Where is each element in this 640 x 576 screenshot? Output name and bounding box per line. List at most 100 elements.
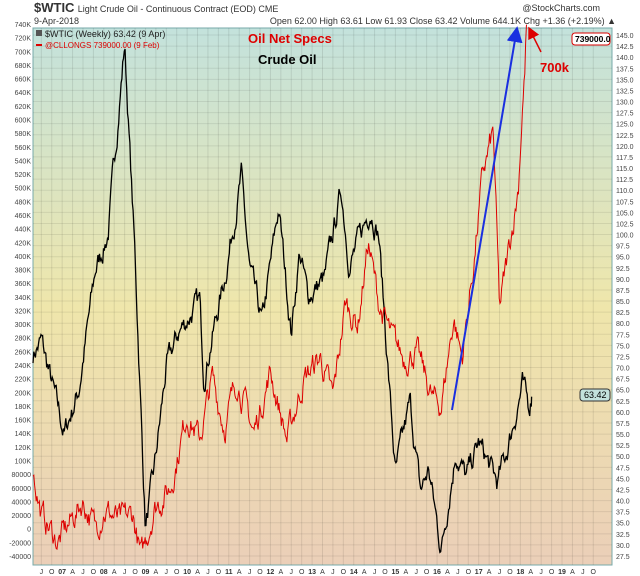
right-tick-label: 52.5 bbox=[616, 443, 630, 450]
right-tick-label: 140.0 bbox=[616, 55, 634, 62]
right-tick-label: 125.0 bbox=[616, 122, 634, 129]
x-tick-label: A bbox=[70, 569, 75, 576]
right-tick-label: 110.0 bbox=[616, 188, 633, 195]
x-tick-label: A bbox=[487, 569, 492, 576]
right-tick-label: 130.0 bbox=[616, 100, 634, 107]
x-tick-label: A bbox=[195, 569, 200, 576]
crude-oil-price-line bbox=[32, 48, 533, 554]
x-tick-label: A bbox=[320, 569, 325, 576]
x-tick-label: O bbox=[91, 569, 97, 576]
legend-longs: @CLLONGS 739000.00 (9 Feb) bbox=[45, 41, 160, 50]
x-tick-label: 08 bbox=[100, 569, 108, 576]
left-tick-label: 420K bbox=[15, 240, 32, 247]
right-tick-label: 67.5 bbox=[616, 377, 630, 384]
x-tick-label: A bbox=[279, 569, 284, 576]
left-tick-label: 260K bbox=[15, 349, 32, 356]
left-tick-label: 660K bbox=[15, 77, 32, 84]
left-tick-label: 580K bbox=[15, 131, 32, 138]
x-tick-label: J bbox=[498, 569, 502, 576]
left-tick-label: 340K bbox=[15, 295, 32, 302]
x-tick-label: O bbox=[549, 569, 555, 576]
right-tick-label: 115.0 bbox=[616, 166, 633, 173]
x-tick-label: O bbox=[424, 569, 430, 576]
left-tick-label: 600K bbox=[15, 117, 32, 124]
x-tick-label: O bbox=[299, 569, 305, 576]
x-tick-label: 10 bbox=[183, 569, 191, 576]
right-tick-label: 62.5 bbox=[616, 399, 630, 406]
x-tick-label: O bbox=[341, 569, 347, 576]
legend-wtic: $WTIC (Weekly) 63.42 (9 Apr) bbox=[45, 29, 165, 39]
x-tick-label: O bbox=[132, 569, 138, 576]
right-tick-label: 135.0 bbox=[616, 77, 634, 84]
left-axis: 740K 720K 700K 680K 660K 640K 620K 600K 580K 560K… bbox=[9, 22, 31, 561]
right-tick-label: 122.5 bbox=[616, 133, 634, 140]
right-tick-label: 95.0 bbox=[616, 255, 630, 262]
left-tick-label: 120K bbox=[15, 445, 32, 452]
x-tick-label: J bbox=[373, 569, 377, 576]
right-tick-label: 32.5 bbox=[616, 532, 630, 539]
right-tick-label: 85.0 bbox=[616, 299, 630, 306]
right-tick-label: 82.5 bbox=[616, 310, 630, 317]
right-tick-label: 145.0 bbox=[616, 33, 634, 40]
x-tick-label: A bbox=[112, 569, 117, 576]
right-tick-label: 65.0 bbox=[616, 388, 630, 395]
left-tick-label: 440K bbox=[15, 227, 32, 234]
x-tick-label: A bbox=[570, 569, 575, 576]
x-tick-label: O bbox=[591, 569, 597, 576]
x-tick-label: 18 bbox=[516, 569, 524, 576]
x-tick-label: A bbox=[237, 569, 242, 576]
x-tick-label: J bbox=[165, 569, 169, 576]
x-tick-label: J bbox=[539, 569, 543, 576]
left-tick-label: 700K bbox=[15, 49, 32, 56]
right-tick-label: 72.5 bbox=[616, 354, 630, 361]
left-tick-label: 460K bbox=[15, 213, 32, 220]
x-tick-label: J bbox=[206, 569, 210, 576]
right-tick-label: 105.0 bbox=[616, 210, 634, 217]
right-tick-label: 120.0 bbox=[616, 144, 634, 151]
x-tick-label: 14 bbox=[350, 569, 358, 576]
right-tick-label: 30.0 bbox=[616, 543, 630, 550]
left-tick-label: -40000 bbox=[9, 554, 31, 561]
right-tick-label: 37.5 bbox=[616, 510, 630, 517]
chart-title: Light Crude Oil - Continuous Contract (E… bbox=[77, 4, 279, 14]
left-tick-label: 640K bbox=[15, 90, 32, 97]
x-tick-label: A bbox=[528, 569, 533, 576]
chart-date: 9-Apr-2018 bbox=[34, 16, 80, 26]
left-tick-label: 160K bbox=[15, 418, 32, 425]
left-tick-label: 140K bbox=[15, 431, 32, 438]
x-tick-label: J bbox=[290, 569, 294, 576]
right-tick-label: 42.5 bbox=[616, 487, 630, 494]
left-tick-label: 540K bbox=[15, 158, 32, 165]
right-tick-label: 132.5 bbox=[616, 88, 634, 95]
x-tick-label: 11 bbox=[225, 569, 233, 576]
x-tick-label: J bbox=[581, 569, 585, 576]
left-tick-label: 320K bbox=[15, 308, 32, 315]
x-tick-label: J bbox=[456, 569, 460, 576]
right-tick-label: 50.0 bbox=[616, 454, 630, 461]
right-tick-label: 117.5 bbox=[616, 155, 633, 162]
left-tick-label: 20000 bbox=[12, 513, 32, 520]
right-tick-label: 35.0 bbox=[616, 521, 630, 528]
x-tick-label: 13 bbox=[308, 569, 316, 576]
left-tick-label: 60000 bbox=[12, 486, 32, 493]
x-tick-label: A bbox=[154, 569, 159, 576]
left-tick-label: 220K bbox=[15, 377, 32, 384]
x-tick-label: A bbox=[445, 569, 450, 576]
price-value-box bbox=[579, 388, 611, 402]
right-tick-label: 90.0 bbox=[616, 277, 630, 284]
left-tick-label: 680K bbox=[15, 63, 32, 70]
x-tick-label: O bbox=[466, 569, 472, 576]
left-tick-label: 200K bbox=[15, 390, 32, 397]
x-tick-label: A bbox=[362, 569, 367, 576]
chart-header: $WTIC Light Crude Oil - Continuous Contr… bbox=[34, 0, 278, 17]
x-tick-label: 07 bbox=[58, 569, 66, 576]
x-tick-label: J bbox=[81, 569, 85, 576]
left-tick-label: 560K bbox=[15, 145, 32, 152]
right-tick-label: 87.5 bbox=[616, 288, 630, 295]
symbol: $WTIC bbox=[34, 0, 75, 15]
quote-summary: Open 62.00 High 63.61 Low 61.93 Close 63… bbox=[269, 16, 616, 26]
plot-area bbox=[32, 27, 613, 566]
right-tick-label: 27.5 bbox=[616, 554, 630, 561]
